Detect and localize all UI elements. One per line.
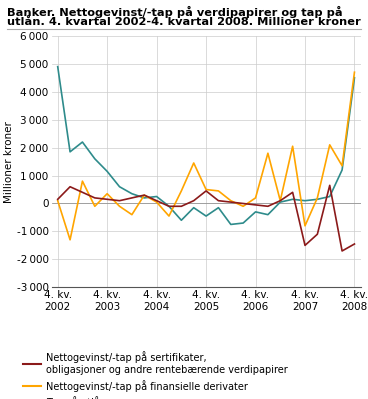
Text: Banker. Nettogevinst/-tap på verdipapirer og tap på: Banker. Nettogevinst/-tap på verdipapire… — [7, 6, 343, 18]
Y-axis label: Millioner kroner: Millioner kroner — [4, 120, 14, 203]
Legend: Nettogevinst/-tap på sertifikater,
obligasjoner og andre rentebærende verdipapir: Nettogevinst/-tap på sertifikater, oblig… — [19, 348, 291, 399]
Text: utlån. 4. kvartal 2002-4. kvartal 2008. Millioner kroner: utlån. 4. kvartal 2002-4. kvartal 2008. … — [7, 17, 361, 27]
